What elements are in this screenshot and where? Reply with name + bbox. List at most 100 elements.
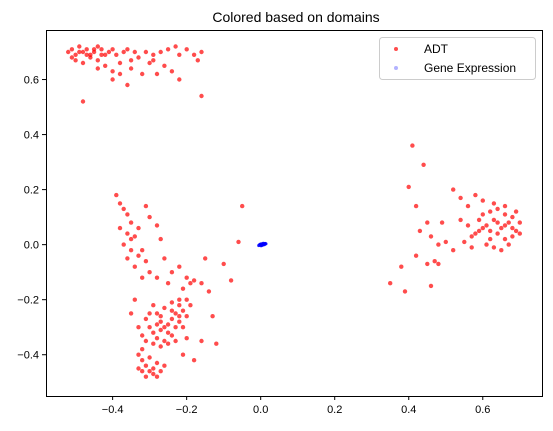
point-adt (128, 311, 134, 316)
point-adt (162, 363, 167, 368)
point-adt (162, 63, 167, 68)
point-adt (495, 206, 500, 212)
point-adt (184, 47, 189, 52)
point-adt (180, 352, 186, 357)
point-adt (147, 270, 152, 275)
point-adt (154, 71, 160, 77)
point-gene-expression (259, 244, 263, 248)
point-adt (388, 281, 393, 286)
legend-box (379, 37, 536, 80)
point-adt (236, 239, 241, 245)
point-adt (110, 69, 115, 74)
point-adt (510, 234, 515, 239)
point-adt (517, 220, 522, 225)
point-adt (195, 58, 200, 63)
point-adt (151, 371, 156, 377)
point-adt (158, 327, 163, 333)
point-adt (491, 245, 497, 250)
point-adt (513, 209, 519, 214)
point-adt (480, 198, 485, 203)
plot-area (46, 30, 543, 397)
point-adt (95, 58, 101, 63)
point-adt (151, 303, 156, 308)
point-adt (180, 325, 186, 330)
point-adt (154, 322, 160, 327)
point-adt (162, 256, 167, 261)
point-adt (143, 338, 149, 344)
point-adt (173, 311, 178, 316)
y-tick-label: −0.2 (17, 295, 39, 307)
point-adt (77, 44, 82, 49)
point-adt (125, 212, 130, 217)
point-adt (199, 281, 204, 286)
point-adt (428, 283, 434, 289)
point-adt (99, 47, 104, 52)
point-adt (506, 242, 511, 247)
point-adt (451, 187, 456, 192)
point-adt (177, 264, 182, 269)
point-adt (188, 281, 193, 286)
point-adt (177, 303, 182, 308)
point-adt (465, 223, 471, 228)
x-tick-label: 0.0 (253, 404, 268, 416)
point-adt (402, 289, 408, 294)
x-tick-label: 0.4 (401, 404, 416, 416)
point-adt (132, 234, 137, 239)
point-adt (136, 253, 141, 258)
point-gene-expression (264, 242, 268, 246)
point-adt (162, 325, 167, 330)
point-adt (154, 336, 160, 341)
point-adt (499, 248, 504, 253)
point-adt (177, 77, 182, 82)
point-adt (439, 220, 445, 225)
point-adt (128, 58, 134, 63)
point-adt (132, 297, 137, 302)
point-adt (128, 236, 134, 242)
y-tick-label: −0.4 (17, 350, 39, 362)
point-adt (95, 44, 101, 49)
point-adt (488, 236, 493, 242)
x-axis: −0.4 −0.2 0.0 0.2 0.4 0.6 (102, 396, 490, 416)
point-adt (240, 203, 245, 209)
point-adt (136, 352, 141, 357)
x-tick-label: 0.2 (327, 404, 342, 416)
point-adt (117, 60, 123, 66)
point-adt (143, 363, 149, 368)
point-adt (103, 52, 108, 57)
point-adt (117, 201, 123, 206)
point-adt (180, 286, 186, 291)
point-adt (140, 347, 145, 352)
x-tick-label: 0.6 (475, 404, 490, 416)
point-adt (184, 297, 189, 302)
point-adt (147, 214, 152, 220)
point-adt (473, 231, 478, 236)
point-adt (154, 223, 160, 228)
point-adt (147, 355, 152, 360)
point-adt (410, 143, 415, 148)
point-adt (125, 47, 130, 52)
point-adt (173, 44, 178, 49)
point-adt (125, 231, 130, 236)
point-adt (110, 47, 115, 52)
point-adt (214, 341, 219, 346)
point-adt (495, 220, 500, 225)
point-adt (462, 239, 467, 245)
point-adt (436, 261, 441, 267)
point-adt (177, 314, 182, 319)
point-adt (177, 297, 182, 302)
point-adt (169, 333, 175, 338)
point-adt (121, 242, 126, 247)
point-adt (99, 52, 104, 57)
point-adt (91, 47, 97, 52)
point-adt (184, 314, 189, 319)
scatter-points (66, 44, 522, 379)
point-adt (165, 47, 171, 52)
point-adt (80, 60, 86, 66)
point-adt (73, 58, 78, 63)
point-adt (84, 47, 89, 52)
point-adt (165, 341, 171, 346)
point-adt (177, 319, 182, 324)
point-adt (121, 206, 126, 212)
point-adt (132, 49, 137, 55)
point-adt (136, 225, 141, 231)
